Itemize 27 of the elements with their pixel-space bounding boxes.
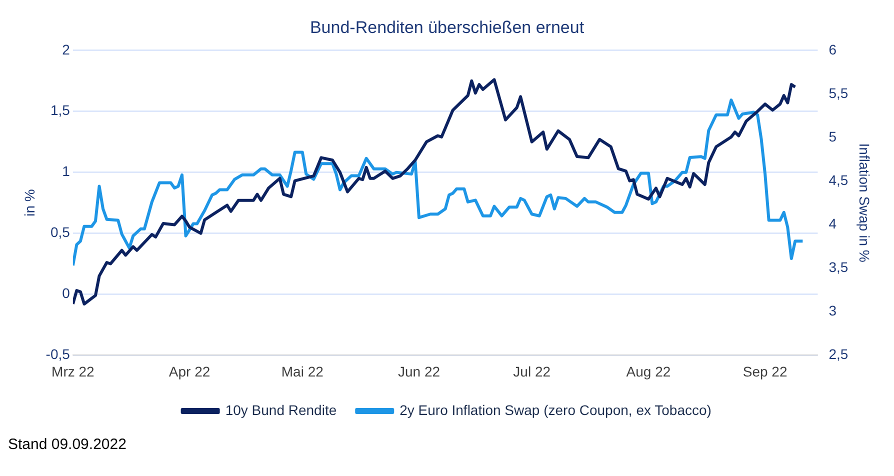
x-tick-label: Apr 22: [168, 363, 210, 380]
y2-tick-label: 3,5: [828, 258, 848, 275]
y-tick-label: 0: [62, 285, 70, 302]
y2-tick-label: 4,5: [828, 172, 848, 188]
y2-tick-label: 5,5: [828, 84, 848, 101]
x-tick-label: Aug 22: [626, 363, 671, 380]
y2-tick-label: 6: [828, 41, 837, 58]
legend-label: 2y Euro Inflation Swap (zero Coupon, ex Tobacco): [400, 402, 712, 418]
chart-title: Bund-Renditen überschießen erneut: [310, 18, 584, 37]
x-tick-label: Mai 22: [281, 363, 324, 380]
y2-tick-label: 3: [828, 302, 837, 319]
y-tick-label: 1,5: [50, 102, 70, 118]
y-tick-label: 0,5: [50, 224, 70, 240]
y2-axis-title: Inflation Swap in %: [856, 143, 873, 262]
y2-tick-label: 2,5: [828, 346, 848, 362]
x-tick-label: Sep 22: [742, 363, 788, 380]
y2-tick-label: 5: [828, 128, 837, 144]
y-tick-label: 1: [62, 163, 70, 180]
x-tick-label: Jul 22: [513, 363, 551, 380]
x-tick-label: Mrz 22: [52, 363, 95, 380]
y-tick-label: 2: [62, 41, 70, 58]
y-tick-label: -0,5: [46, 346, 70, 362]
x-tick-label: Jun 22: [398, 363, 440, 380]
y2-tick-label: 4: [828, 215, 837, 232]
y-axis-title: in %: [21, 189, 38, 216]
text: Stand 09.09.2022: [8, 436, 128, 453]
legend-label: 10y Bund Rendite: [225, 402, 337, 418]
